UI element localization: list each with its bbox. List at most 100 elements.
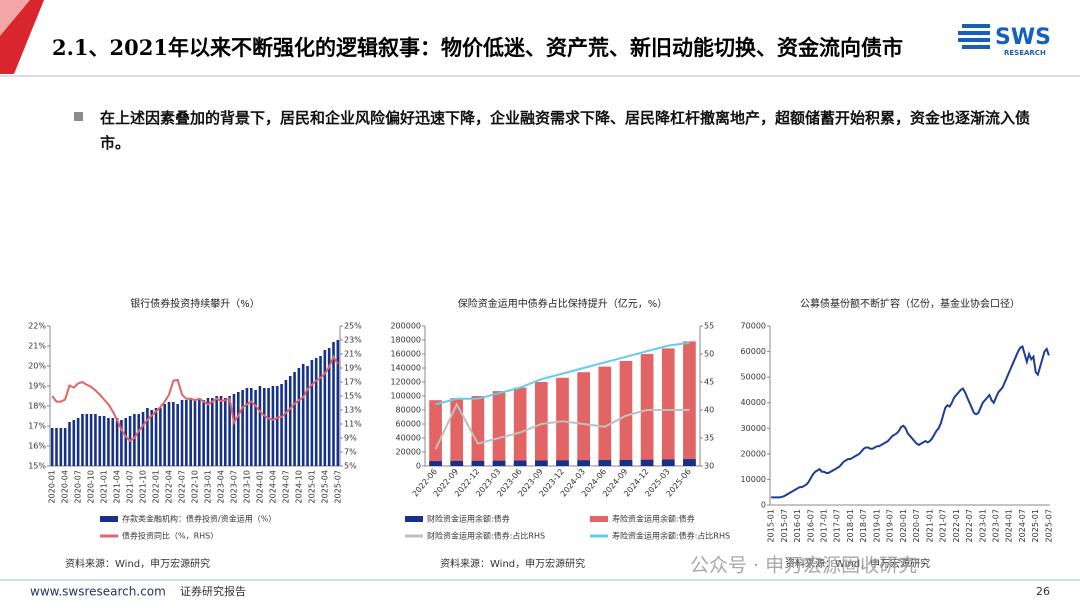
y2-tick-label: 15%	[344, 392, 362, 401]
bar	[310, 360, 314, 466]
x-tick-label: 2025-01	[1031, 509, 1040, 542]
x-tick-label: 2021-10	[139, 470, 148, 503]
bar	[167, 402, 171, 466]
x-tick-label: 2021-04	[113, 470, 122, 503]
bar	[301, 364, 305, 466]
y-tick-label: 40000	[396, 434, 421, 443]
y-tick-label: 50000	[741, 373, 766, 382]
bar	[219, 396, 223, 466]
x-tick-label: 2016-07	[806, 509, 815, 542]
bar	[111, 418, 115, 466]
x-tick-label: 2022-07	[965, 509, 974, 542]
bar	[336, 340, 340, 466]
bar	[556, 460, 569, 466]
x-tick-label: 2017-01	[820, 509, 829, 542]
bar	[619, 361, 633, 466]
bar	[258, 386, 262, 466]
x-tick-label: 2022-01	[152, 470, 161, 503]
bullet-text: 在上述因素叠加的背景下，居民和企业风险偏好迅速下降，企业融资需求下降、居民降杠杆…	[100, 109, 1031, 152]
bar	[63, 428, 67, 466]
x-tick-label: 2020-01	[899, 509, 908, 542]
x-tick-label: 2022-01	[952, 509, 961, 542]
y-tick-label: 140000	[390, 364, 421, 373]
bar	[598, 460, 612, 466]
y2-tick-label: 5%	[344, 462, 357, 471]
bar	[249, 388, 253, 466]
bar	[202, 400, 205, 466]
bar	[619, 459, 633, 466]
bar	[206, 398, 210, 466]
logo-bar	[962, 45, 990, 49]
bullet-marker	[74, 112, 83, 121]
x-tick-label: 2022-07	[178, 470, 187, 503]
x-tick-label: 2022-10	[191, 470, 200, 503]
x-tick-label: 2022-04	[165, 470, 174, 503]
x-tick-label: 2021-01	[925, 509, 934, 542]
bar	[245, 388, 249, 466]
bar	[59, 428, 63, 466]
bar	[267, 388, 270, 466]
bar	[471, 460, 485, 466]
x-tick-label: 2024-01	[1005, 509, 1014, 542]
line	[771, 344, 1050, 499]
bar	[154, 408, 158, 466]
x-tick-label: 2019-01	[872, 509, 881, 542]
y-tick-label: 0	[416, 462, 421, 471]
bar	[297, 368, 301, 466]
bar	[275, 386, 279, 466]
bar	[76, 418, 80, 466]
legend-swatch	[405, 516, 423, 522]
y2-tick-label: 21%	[344, 350, 362, 359]
y-tick-label: 60000	[396, 420, 421, 429]
x-tick-label: 2021-07	[939, 509, 948, 542]
logo-text: SWS	[995, 25, 1051, 50]
x-tick-label: 2020-01	[48, 470, 57, 503]
bar	[232, 394, 236, 466]
chart-source: 资料来源：Wind，申万宏源研究	[785, 557, 930, 570]
y2-tick-label: 45	[704, 378, 714, 387]
x-tick-label: 2019-07	[886, 509, 895, 542]
y2-tick-label: 35	[704, 434, 714, 443]
bar	[327, 348, 331, 466]
bar	[683, 459, 696, 466]
bar	[661, 459, 675, 466]
bar	[319, 356, 322, 466]
bar	[124, 418, 128, 466]
y-tick-label: 0	[761, 501, 766, 510]
x-tick-label: 2024-01	[255, 470, 264, 503]
legend-swatch	[590, 516, 608, 522]
bar	[50, 428, 54, 466]
y-tick-label: 160000	[390, 350, 421, 359]
bar	[146, 408, 149, 466]
bar	[89, 414, 93, 466]
y2-tick-label: 17%	[344, 378, 362, 387]
y-tick-label: 30000	[741, 424, 766, 433]
bar	[450, 460, 464, 466]
bar	[513, 460, 527, 466]
y2-tick-label: 7%	[344, 448, 357, 457]
y2-tick-label: 9%	[344, 434, 357, 443]
page-number: 26	[1036, 585, 1050, 598]
x-tick-label: 2025-07	[333, 470, 342, 503]
bar	[577, 372, 590, 466]
bar	[640, 459, 654, 466]
y2-tick-label: 55	[704, 322, 714, 331]
line	[434, 402, 690, 450]
x-tick-label: 2025-04	[320, 470, 329, 503]
x-tick-label: 2020-10	[87, 470, 96, 503]
chart-title: 保险资金运用中债券占比保持提升（亿元，%）	[458, 297, 668, 310]
bar	[176, 404, 179, 466]
bar	[185, 400, 188, 466]
x-tick-label: 2016-01	[793, 509, 802, 542]
chart-title: 银行债券投资持续攀升（%）	[130, 297, 260, 310]
bar	[211, 398, 214, 466]
x-tick-label: 2020-07	[912, 509, 921, 542]
y2-tick-label: 11%	[344, 420, 362, 429]
bar	[72, 420, 76, 466]
y2-tick-label: 30	[704, 462, 714, 471]
y-tick-label: 20%	[28, 362, 46, 371]
legend-label: 债券投资同比（%，RHS）	[122, 531, 218, 541]
bar	[215, 396, 218, 466]
x-tick-label: 2020-07	[74, 470, 83, 503]
